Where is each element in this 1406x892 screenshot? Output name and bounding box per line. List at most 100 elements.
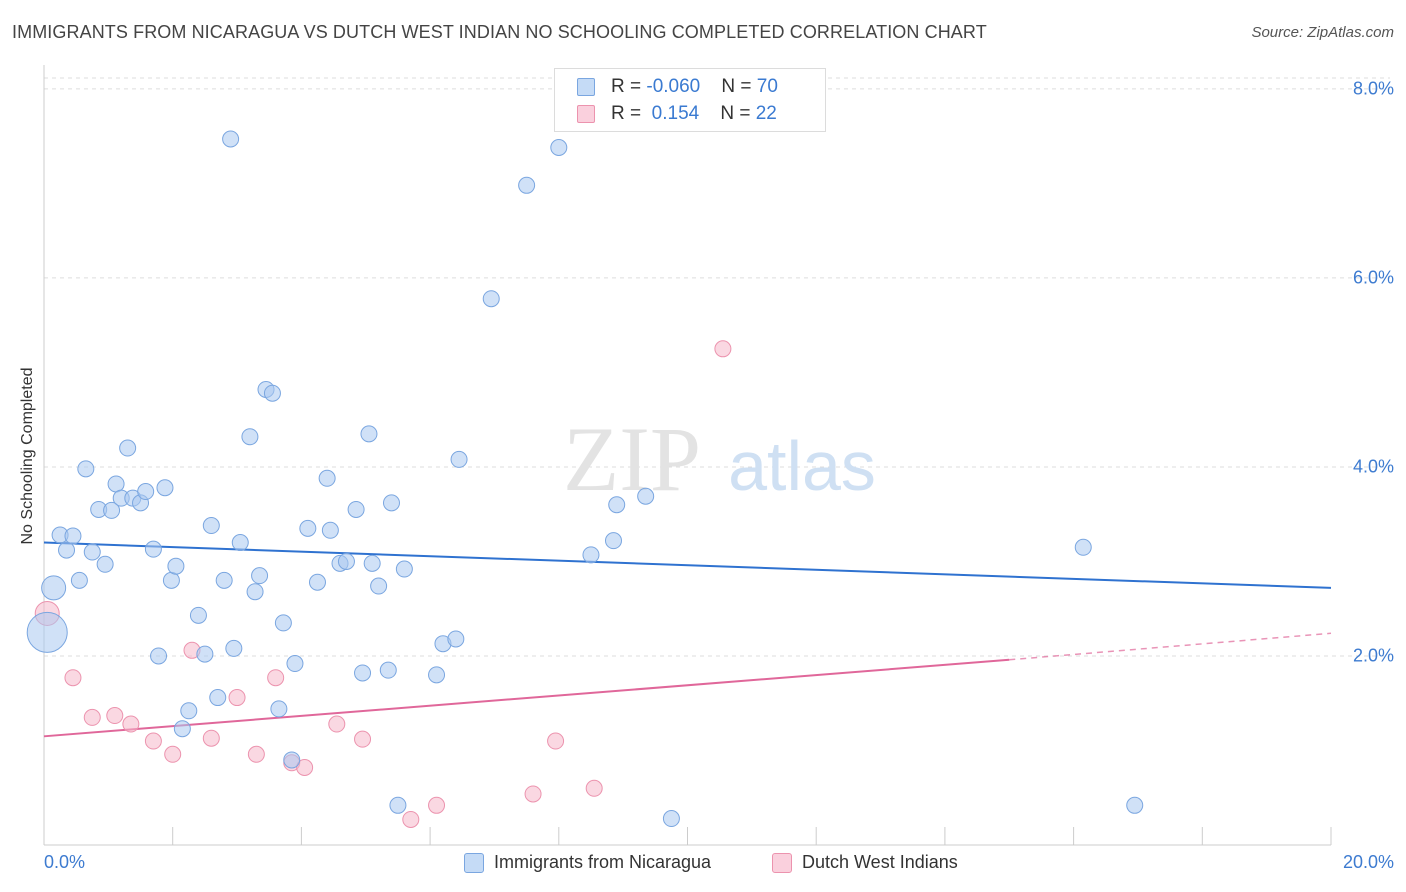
data-point-dutch-west-indians [164,745,182,763]
data-point-nicaragua [321,521,339,539]
watermark-atlas: atlas [728,427,876,505]
data-point-nicaragua [231,534,249,552]
data-point-nicaragua [389,796,407,814]
r-label: R = [611,103,647,124]
trend-line-dutch-west-indians-extension [1009,632,1332,661]
data-point-dutch-west-indians [296,759,314,776]
watermark-zip: ZIP [563,408,701,510]
data-point-nicaragua [274,614,292,632]
data-point-dutch-west-indians [402,810,420,828]
data-point-nicaragua [395,560,413,578]
data-point-dutch-west-indians [202,729,220,747]
data-point-nicaragua [604,532,622,550]
data-point-nicaragua [482,290,500,308]
data-point-nicaragua [202,517,220,535]
source-label: Source: ZipAtlas.com [1251,24,1394,41]
data-point-nicaragua [450,450,468,468]
data-point-nicaragua [215,571,233,589]
data-point-nicaragua [96,555,114,573]
data-point-nicaragua [196,645,214,663]
data-point-nicaragua [608,496,626,514]
axes [43,65,1332,846]
data-point-nicaragua [550,139,568,156]
data-point-dutch-west-indians [714,340,732,358]
data-point-nicaragua [360,425,378,443]
legend-item-dutch-west-indians[interactable]: Dutch West Indians [772,852,958,873]
data-point-nicaragua [270,700,288,718]
y-tick-label: 8.0% [1352,78,1394,99]
data-point-nicaragua [251,567,269,585]
data-point-nicaragua [1126,796,1144,814]
data-point-dutch-west-indians [328,715,346,733]
legend-label: Immigrants from Nicaragua [494,852,712,872]
n-value: 22 [755,103,777,124]
r-label: R = [611,76,647,97]
legend-item-nicaragua[interactable]: Immigrants from Nicaragua [464,852,711,873]
data-point-nicaragua [354,664,372,682]
data-point-dutch-west-indians [247,745,265,763]
data-point-nicaragua [103,501,121,519]
data-point-nicaragua [241,428,259,446]
data-point-nicaragua [180,702,198,720]
data-point-dutch-west-indians [585,779,603,797]
data-point-nicaragua [77,460,95,478]
data-point-nicaragua [83,543,101,561]
data-point-nicaragua [137,483,155,501]
data-point-nicaragua [363,554,381,572]
data-point-nicaragua [189,606,207,624]
data-point-dutch-west-indians [524,785,542,803]
data-point-nicaragua [637,487,655,505]
trend-line-nicaragua [43,541,1332,589]
data-point-nicaragua [1074,538,1092,556]
data-point-dutch-west-indians [144,732,162,750]
y-tick-label: 2.0% [1352,645,1394,666]
n-value: 70 [756,76,778,97]
stats-row-dutch-west-indian: R = 0.154 N = 22 [555,101,825,127]
data-point-nicaragua [225,639,243,657]
data-point-dutch-west-indians [267,669,285,687]
gridlines [44,77,1390,657]
data-point-nicaragua [209,689,227,707]
data-point-nicaragua [246,583,264,601]
pink-swatch-icon [772,852,792,873]
data-point-nicaragua [70,571,88,589]
pink-swatch-icon [577,105,595,123]
data-point-nicaragua [107,475,125,493]
data-point-dutch-west-indians [83,708,101,726]
correlation-stats-box: R = -0.060 N = 70 R = 0.154 N = 22 [554,68,826,132]
data-point-nicaragua [167,557,185,575]
data-point-nicaragua [428,666,446,684]
data-point-nicaragua [263,384,281,402]
data-point-nicaragua [347,500,365,518]
data-point-nicaragua [318,469,336,487]
data-point-nicaragua [379,661,397,679]
data-point-nicaragua [41,575,67,601]
data-point-dutch-west-indians [106,707,124,725]
data-point-nicaragua [173,720,191,738]
chart-title: IMMIGRANTS FROM NICARAGUA VS DUTCH WEST … [12,22,987,42]
data-point-dutch-west-indians [122,715,140,733]
data-point-nicaragua [150,647,168,665]
data-point-nicaragua [58,541,76,559]
r-value: -0.060 [646,76,701,97]
data-point-nicaragua [370,577,388,595]
n-label: N = [721,76,757,97]
data-point-nicaragua [308,573,326,591]
data-point-dutch-west-indians [64,669,82,687]
n-label: N = [720,103,756,124]
data-point-nicaragua [26,611,68,653]
data-point-nicaragua [518,176,536,194]
x-tick-label: 20.0% [1342,852,1394,872]
data-point-nicaragua [119,439,137,457]
watermark: ZIP atlas [563,408,876,510]
data-point-nicaragua [283,751,301,769]
data-point-nicaragua [156,479,174,497]
data-point-nicaragua [382,494,400,512]
data-point-nicaragua [64,527,82,545]
data-point-nicaragua [222,130,240,148]
trend-lines [43,541,1332,738]
data-point-dutch-west-indians [228,689,246,707]
data-point-nicaragua [337,552,355,570]
data-point-nicaragua [662,810,680,828]
